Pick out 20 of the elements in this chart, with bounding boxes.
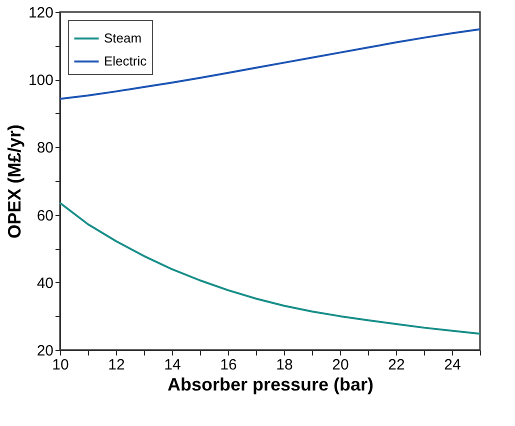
x-axis-title: Absorber pressure (bar) — [167, 374, 374, 394]
line-series — [59, 202, 481, 335]
y-tick-label: 20 — [36, 342, 54, 360]
y-tick-label: 60 — [36, 207, 54, 224]
y-axis-title: OPEX (M£/yr) — [4, 124, 24, 239]
legend-label: Steam — [104, 30, 142, 46]
y-tick-label: 120 — [28, 4, 54, 22]
x-tick-label: 10 — [52, 356, 69, 374]
x-tick-label: 16 — [220, 356, 237, 374]
x-tick-label: 24 — [444, 356, 461, 374]
x-tick-label: 12 — [108, 356, 125, 374]
line-series — [59, 28, 481, 100]
legend-label: Electric — [104, 54, 148, 68]
x-tick-label: 18 — [276, 356, 293, 374]
x-tick-label: 22 — [388, 356, 405, 374]
y-tick-label: 100 — [28, 72, 54, 90]
y-tick-label: 80 — [36, 140, 54, 157]
y-tick-label: 40 — [36, 274, 54, 292]
x-tick-label: 20 — [332, 356, 349, 374]
x-tick-label: 14 — [164, 356, 181, 374]
